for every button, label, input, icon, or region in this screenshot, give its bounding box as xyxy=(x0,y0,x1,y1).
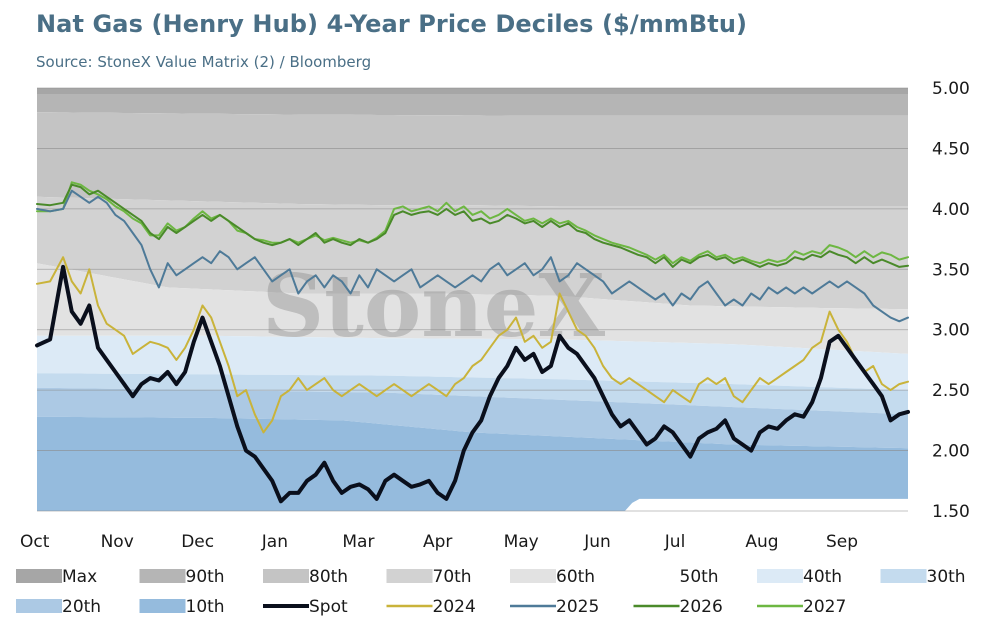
legend-item-20th: 20th xyxy=(16,597,101,617)
legend-label: 50th xyxy=(680,567,719,587)
legend-swatch xyxy=(16,569,62,583)
x-tick-label: Oct xyxy=(20,532,50,552)
legend-label: 20th xyxy=(62,597,101,617)
y-tick-label: 2.00 xyxy=(932,442,970,462)
legend-swatch xyxy=(139,569,186,583)
band-60th xyxy=(37,263,908,354)
legend-item-2026: 2026 xyxy=(633,597,723,617)
legend-label: 40th xyxy=(803,567,842,587)
legend-label: Spot xyxy=(309,597,348,617)
series-line-2024 xyxy=(36,256,909,434)
band-10th xyxy=(37,416,908,511)
legend-item-spot: Spot xyxy=(263,597,348,617)
band-70th xyxy=(37,196,908,310)
legend-label: 2024 xyxy=(433,597,476,617)
legend: Max 90th 80th 70th 60th 50th 40th 30th 20th 10th S… xyxy=(16,567,966,617)
x-tick-label: Nov xyxy=(101,532,134,552)
legend-item-60th: 60th xyxy=(510,567,595,587)
legend-label: Max xyxy=(62,567,97,587)
x-tick-label: Dec xyxy=(181,532,214,552)
y-tick-label: 3.00 xyxy=(932,321,970,341)
legend-swatch xyxy=(510,569,556,583)
band-40th xyxy=(37,335,908,391)
decile-bands xyxy=(37,88,908,511)
y-axis: 5.00 4.50 4.00 3.50 3.00 2.50 2.00 1.50 xyxy=(932,79,970,522)
band-90th xyxy=(37,94,908,116)
x-tick-label: Jan xyxy=(261,532,288,552)
series-line-spot xyxy=(35,264,910,504)
x-tick-label: Mar xyxy=(342,532,374,552)
x-tick-label: Jun xyxy=(583,532,611,552)
chart-subtitle: Source: StoneX Value Matrix (2) / Bloomb… xyxy=(36,53,372,71)
legend-item-40th: 40th xyxy=(757,567,842,587)
legend-label: 10th xyxy=(186,597,225,617)
legend-label: 80th xyxy=(309,567,348,587)
legend-label: 2027 xyxy=(803,597,846,617)
legend-swatch xyxy=(139,599,186,613)
legend-item-90th: 90th xyxy=(139,567,225,587)
legend-swatch xyxy=(757,569,803,583)
legend-item-80th: 80th xyxy=(263,567,348,587)
y-tick-label: 5.00 xyxy=(932,79,970,99)
legend-swatch xyxy=(386,569,433,583)
series-line-2025 xyxy=(36,189,909,323)
legend-label: 2025 xyxy=(556,597,599,617)
y-tick-label: 3.50 xyxy=(932,260,970,280)
legend-item-70th: 70th xyxy=(386,567,472,587)
y-tick-label: 4.50 xyxy=(932,139,970,159)
x-tick-label: Sep xyxy=(826,532,858,552)
legend-item-30th: 30th xyxy=(880,567,966,587)
series-lines xyxy=(35,181,910,504)
band-30th xyxy=(37,373,908,415)
legend-item-2024: 2024 xyxy=(386,597,476,617)
band-20th xyxy=(37,387,908,449)
x-axis: Oct Nov Dec Jan Mar Apr May Jun Jul Aug Sep xyxy=(20,532,858,552)
x-tick-label: May xyxy=(504,532,539,552)
legend-item-2027: 2027 xyxy=(757,597,846,617)
legend-swatch xyxy=(16,599,62,613)
y-tick-label: 4.00 xyxy=(932,200,970,220)
legend-label: 2026 xyxy=(680,597,723,617)
legend-item-2025: 2025 xyxy=(510,597,599,617)
legend-label: 60th xyxy=(556,567,595,587)
watermark: StoneX xyxy=(262,256,605,357)
legend-label: 90th xyxy=(186,567,225,587)
legend-swatch xyxy=(263,569,309,583)
y-tick-label: 1.50 xyxy=(932,502,970,522)
band-80th xyxy=(37,112,908,207)
x-tick-label: Apr xyxy=(423,532,452,552)
legend-label: 70th xyxy=(433,567,472,587)
x-tick-label: Aug xyxy=(745,532,778,552)
legend-item-max: Max xyxy=(16,567,97,587)
legend-item-50th: 50th xyxy=(633,567,719,587)
band-max xyxy=(37,88,908,94)
chart-title: Nat Gas (Henry Hub) 4-Year Price Deciles… xyxy=(36,10,748,38)
legend-item-10th: 10th xyxy=(139,597,225,617)
series-line-2026 xyxy=(36,183,909,268)
legend-swatch xyxy=(880,569,927,583)
gridlines xyxy=(37,87,908,512)
legend-label: 30th xyxy=(927,567,966,587)
y-tick-label: 2.50 xyxy=(932,381,970,401)
x-tick-label: Jul xyxy=(664,532,686,552)
legend-swatch xyxy=(633,569,680,583)
